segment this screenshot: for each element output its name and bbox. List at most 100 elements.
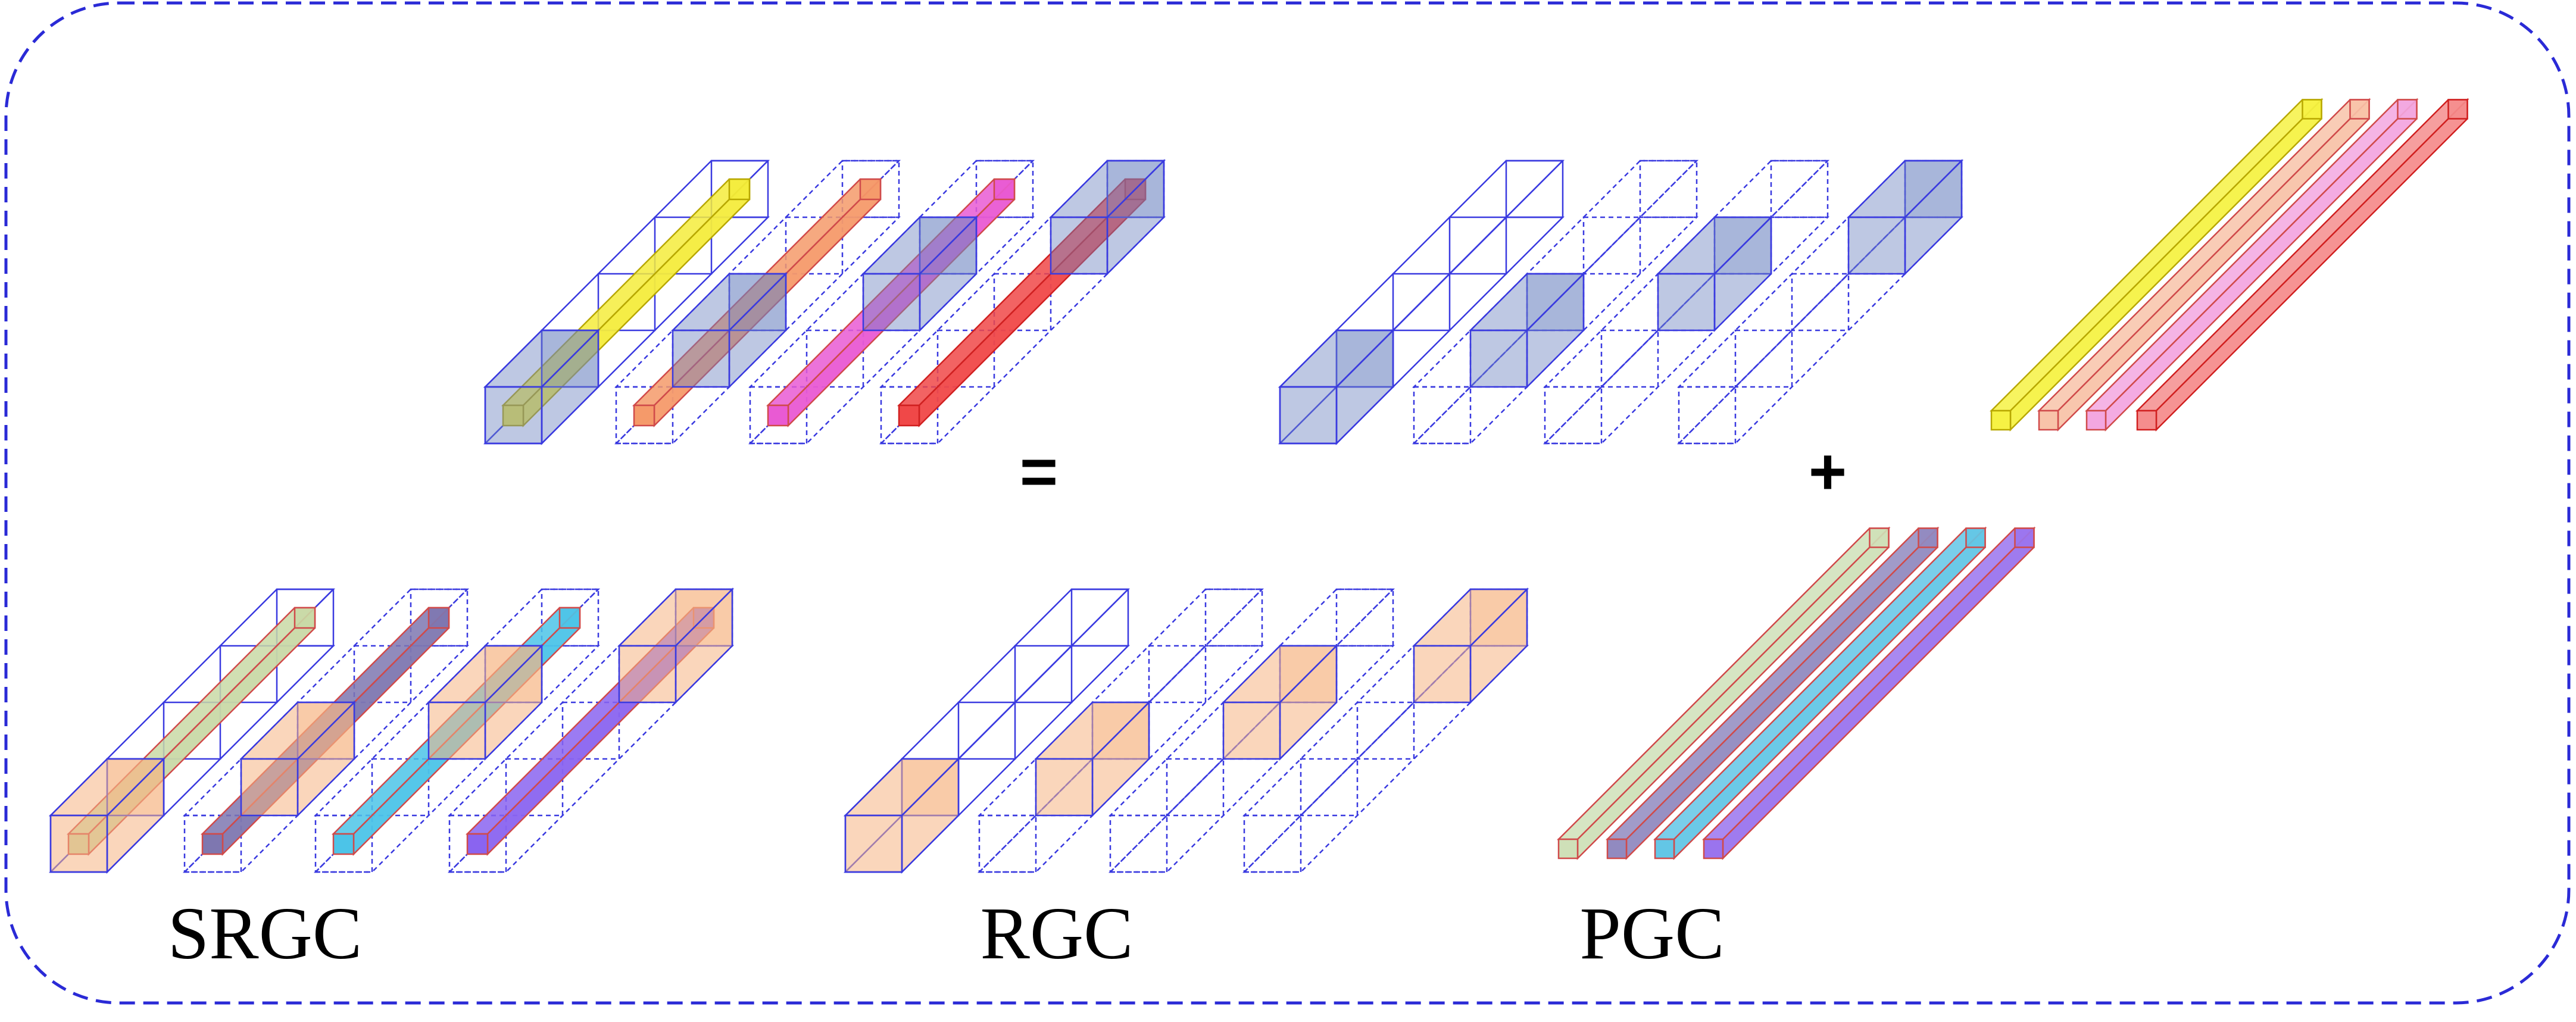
srgc-bot-rod-1-far-end — [427, 607, 450, 629]
srgc-bot-col-2-slice-0 — [314, 814, 373, 873]
rgc-bottom-group — [843, 587, 1529, 874]
srgc-bot-peach-3-front — [618, 645, 677, 704]
srgc-bot-rod-1-end — [201, 833, 224, 855]
rgc-bot-col-0-slice-2 — [957, 701, 1016, 760]
srgc-bot-peach-2-front — [427, 701, 486, 760]
srgc-bot-col-3-slice-1 — [505, 758, 564, 817]
pgc-top-rod-2-end — [2085, 410, 2107, 431]
pgc-bot-rod-1-far-end — [1918, 527, 1938, 548]
rgc-label: RGC — [980, 893, 1133, 975]
srgc-top-group — [483, 158, 1166, 446]
srgc-top-blue-1-front — [672, 329, 730, 388]
srgc-bot-rod-0-far-end — [293, 607, 316, 629]
rgc-bot-col-0-slice-3 — [1014, 645, 1073, 704]
pgc-top-rod-1-side — [2057, 98, 2370, 432]
srgc-top-col-2-slice-1 — [805, 329, 864, 388]
rgc-bot-col-1-slice-4 — [1204, 588, 1263, 647]
rgc-bot-col-2-slice-1 — [1166, 758, 1225, 817]
srgc-bot-col-2-slice-4 — [541, 588, 599, 647]
rgc-top-group — [1278, 158, 1964, 446]
equals-sign: = — [1020, 435, 1058, 508]
rgc-top-col-1-slice-0 — [1413, 386, 1472, 445]
pgc-top-rod-0-end — [1990, 410, 2012, 431]
srgc-bot-col-3-slice-2 — [561, 701, 620, 760]
plus-sign: + — [1809, 435, 1847, 508]
rgc-top-blue-3-front — [1847, 216, 1906, 275]
srgc-bot-col-0-slice-2 — [163, 701, 221, 760]
srgc-bot-col-0-slice-3 — [219, 645, 278, 704]
srgc-top-rod-2-far-end — [993, 178, 1016, 201]
srgc-bot-col-1-slice-0 — [183, 814, 242, 873]
pgc-top-rod-0-far-end — [2302, 99, 2322, 120]
rgc-top-col-3-slice-0 — [1678, 386, 1737, 445]
srgc-top-rod-3-end — [898, 404, 920, 427]
pgc-bot-rod-3-top — [1701, 527, 2036, 840]
pgc-bot-rod-2-top — [1653, 527, 1987, 840]
srgc-bottom-group — [48, 587, 735, 874]
srgc-top-col-1-slice-4 — [841, 160, 900, 218]
srgc-bot-rod-2-end — [332, 833, 355, 855]
srgc-top-blue-3-front — [1050, 216, 1109, 275]
srgc-top-col-2-slice-4 — [975, 160, 1034, 218]
pgc-top-rod-1-end — [2038, 410, 2059, 431]
pgc-bot-rod-3-end — [1703, 838, 1724, 860]
pgc-bot-rod-1-end — [1606, 838, 1628, 860]
rgc-bot-col-3-slice-0 — [1243, 814, 1302, 873]
pgc-top-rod-2-top — [2084, 99, 2419, 412]
srgc-bot-col-3-slice-0 — [448, 814, 507, 873]
pgc-top-group — [1989, 98, 2469, 432]
rgc-top-col-0-slice-2 — [1392, 273, 1451, 332]
srgc-top-rod-0-far-end — [728, 178, 751, 201]
rgc-bot-col-2-slice-4 — [1335, 588, 1394, 647]
srgc-bot-rod-2-far-end — [558, 607, 581, 629]
rgc-top-col-2-slice-4 — [1770, 160, 1829, 218]
rgc-bot-peach-2-front — [1222, 701, 1281, 760]
pgc-top-rod-3-far-end — [2447, 99, 2468, 120]
rgc-bot-col-3-slice-2 — [1356, 701, 1415, 760]
pgc-bot-rod-2-far-end — [1965, 527, 1986, 548]
srgc-top-col-3-slice-1 — [936, 329, 995, 388]
srgc-bot-col-2-slice-1 — [371, 758, 430, 817]
rgc-top-col-0-slice-4 — [1505, 160, 1564, 218]
rgc-top-blue-1-front — [1469, 329, 1528, 388]
rgc-top-col-0-slice-3 — [1448, 216, 1507, 275]
srgc-bot-col-1-slice-4 — [410, 588, 469, 647]
rgc-bot-col-0-slice-4 — [1070, 588, 1129, 647]
srgc-top-col-0-slice-2 — [597, 273, 656, 332]
srgc-top-rod-2-end — [767, 404, 789, 427]
pgc-top-rod-1-far-end — [2349, 99, 2370, 120]
pgc-bot-rod-0-far-end — [1869, 527, 1890, 548]
srgc-top-col-3-slice-2 — [993, 273, 1052, 332]
rgc-bot-peach-1-front — [1035, 758, 1094, 817]
rgc-top-col-3-slice-2 — [1791, 273, 1850, 332]
srgc-top-blue-2-front — [862, 273, 921, 332]
srgc-label: SRGC — [168, 893, 363, 975]
pgc-bot-rod-0-side — [1576, 526, 1890, 861]
srgc-top-blue-0-front — [484, 386, 543, 445]
rgc-top-col-1-slice-4 — [1639, 160, 1698, 218]
srgc-top-rod-0-end — [502, 404, 524, 427]
pgc-top-rod-3-end — [2136, 410, 2157, 431]
srgc-top-rod-1-end — [633, 404, 655, 427]
rgc-top-blue-2-front — [1657, 273, 1716, 332]
rgc-bot-col-3-slice-1 — [1300, 758, 1359, 817]
srgc-bot-col-1-slice-3 — [353, 645, 412, 704]
srgc-top-col-1-slice-3 — [785, 216, 844, 275]
pgc-bottom-group — [1556, 526, 2036, 861]
srgc-bot-peach-0-front — [49, 814, 108, 873]
pgc-top-rod-0-side — [2009, 98, 2322, 432]
pgc-top-rod-3-top — [2135, 99, 2469, 412]
pgc-bot-rod-0-end — [1557, 838, 1579, 860]
rgc-top-col-2-slice-0 — [1544, 386, 1603, 445]
pgc-top-rod-2-far-end — [2397, 99, 2418, 120]
srgc-top-col-3-slice-0 — [880, 386, 939, 445]
rgc-bot-col-1-slice-3 — [1148, 645, 1207, 704]
srgc-top-col-1-slice-0 — [615, 386, 674, 445]
pgc-bot-rod-3-far-end — [2014, 527, 2035, 548]
pgc-label: PGC — [1579, 893, 1724, 975]
srgc-bot-rod-3-end — [466, 833, 489, 855]
srgc-top-rod-1-far-end — [859, 178, 882, 201]
rgc-bot-peach-0-front — [844, 814, 903, 873]
srgc-bot-col-0-slice-4 — [276, 588, 335, 647]
srgc-bot-peach-1-front — [240, 758, 299, 817]
